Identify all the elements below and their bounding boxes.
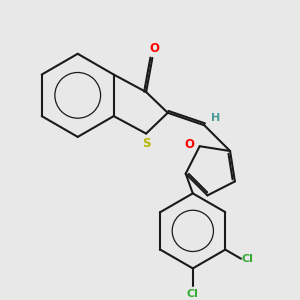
Text: Cl: Cl (242, 254, 254, 264)
Text: O: O (184, 138, 195, 151)
Text: H: H (211, 113, 220, 123)
Text: Cl: Cl (187, 290, 199, 299)
Text: S: S (142, 137, 150, 150)
Text: O: O (149, 42, 159, 56)
